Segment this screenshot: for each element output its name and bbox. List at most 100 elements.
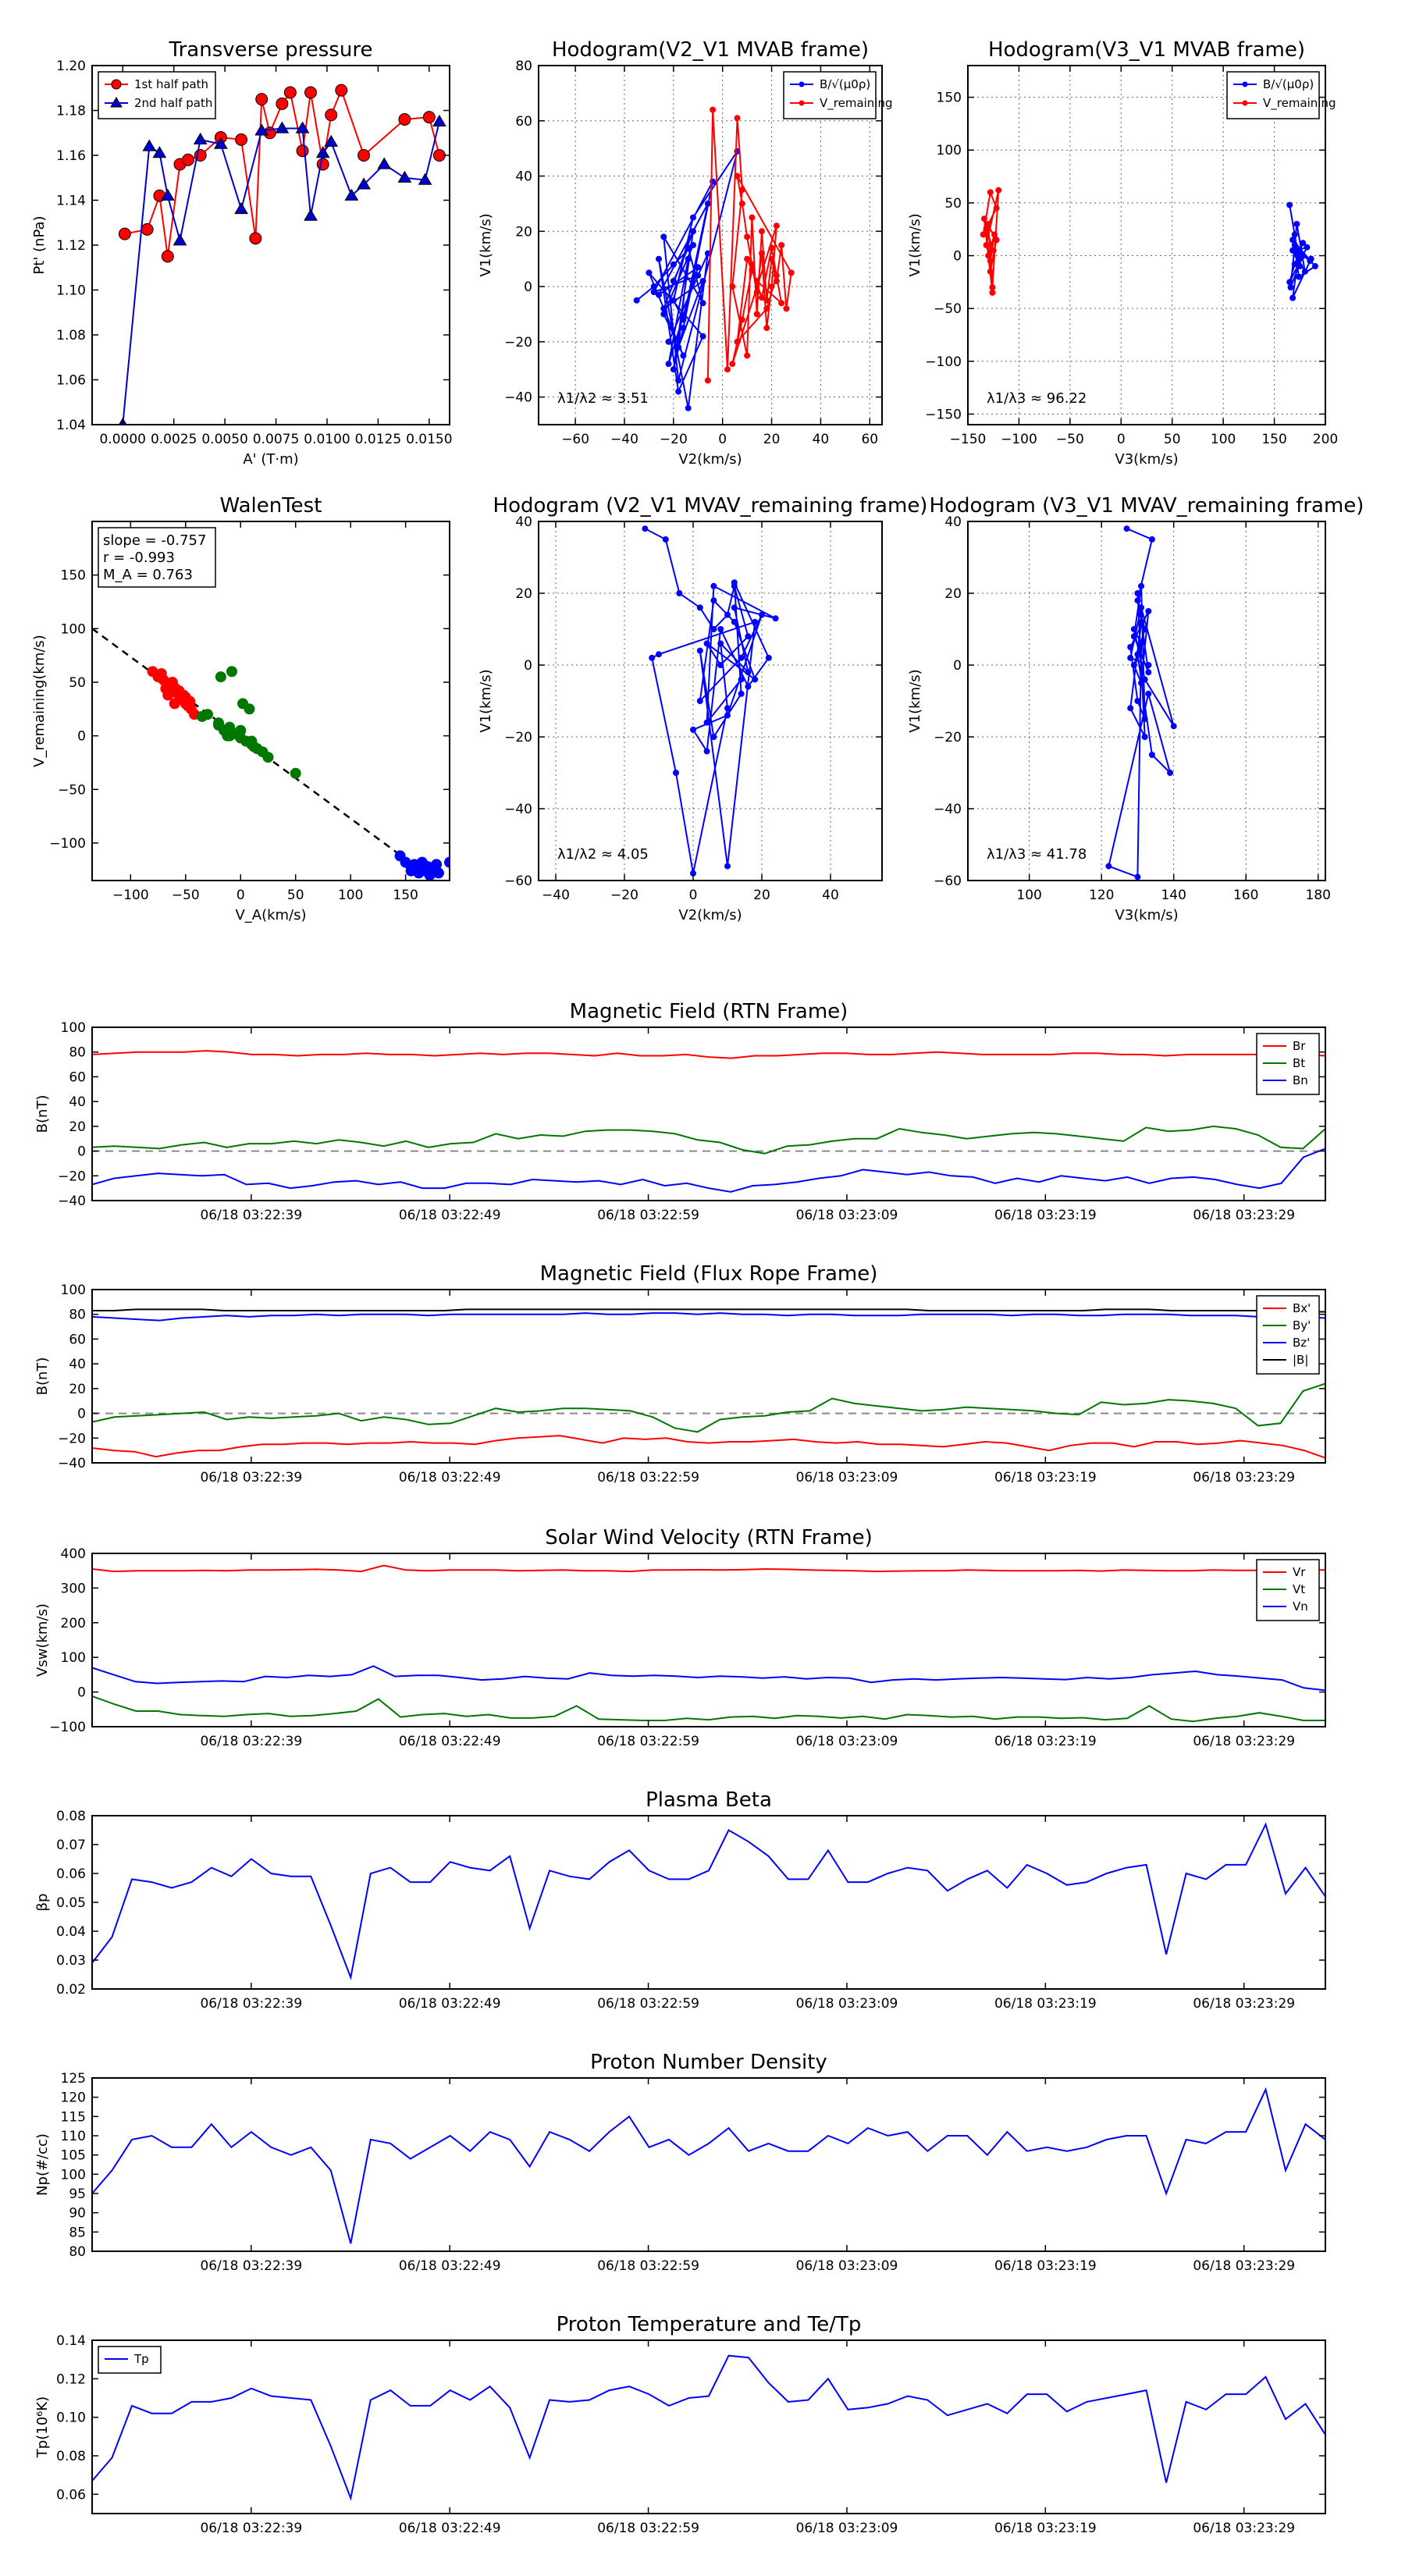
series-v [1105,525,1177,881]
y-tick-label: 40 [515,514,532,530]
data-point [768,255,775,262]
legend: Tp [98,2346,162,2374]
data-point [980,231,987,238]
data-point [235,724,247,736]
y-tick-label: 20 [69,1382,86,1397]
x-tick-label: 06/18 03:23:09 [796,1470,898,1485]
legend-label: Br [1293,1039,1306,1053]
y-tick-label: 100 [61,621,86,637]
x-tick-label: 06/18 03:22:59 [597,2521,699,2536]
data-point [987,258,994,265]
data-point [778,300,785,307]
y-tick-label: 0 [524,658,532,674]
data-point [783,305,790,312]
plot-frame [91,2339,1326,2514]
data-point [432,867,444,879]
y-tick-label: 0.07 [56,1838,86,1853]
series-line [122,121,440,425]
data-point [1291,261,1298,268]
series-bt [92,1125,1325,1155]
x-tick-label: 06/18 03:22:59 [597,1208,699,1223]
x-tick-label: 200 [1313,432,1338,447]
x-tick-label: −20 [660,432,688,447]
y-tick-label: −150 [925,407,962,422]
x-tick-label: 06/18 03:23:19 [994,1996,1097,2012]
y-tick-label: 80 [515,59,532,74]
x-tick-label: 06/18 03:22:39 [200,2521,302,2536]
data-point [173,233,187,246]
data-point [738,187,745,194]
data-point [1138,618,1145,625]
data-point [710,106,717,113]
data-point [1295,273,1302,280]
series-1st-half-path [118,84,446,263]
data-point [738,200,745,207]
legend-marker [799,81,805,87]
data-point [431,859,443,870]
x-tick-label: 40 [822,888,839,903]
eigen-ratio-annotation: λ1/λ3 ≈ 96.22 [987,390,1087,407]
y-tick-label: 0.08 [56,1809,86,1824]
y-tick-label: −40 [934,802,962,817]
x-tick-label: 100 [1016,888,1041,903]
data-point [738,316,745,323]
data-point [296,144,309,158]
data-point [422,111,436,124]
series-beta [92,1822,1325,1980]
y-tick-label: −20 [58,1169,86,1184]
chart-title: Transverse pressure [169,38,373,62]
data-point [324,134,339,147]
data-point [182,153,195,166]
x-tick-label: −100 [1001,432,1037,447]
data-point [749,214,756,221]
data-point [759,294,765,301]
y-tick-label: 100 [61,1650,86,1666]
data-point [690,228,696,235]
y-tick-label: −50 [934,301,962,317]
y-tick-label: −40 [504,802,532,817]
data-point [724,366,731,373]
data-point [690,242,696,248]
y-tick-label: −40 [58,1194,86,1209]
chart-title: Proton Number Density [590,2051,827,2074]
transverse-pressure-chart: Transverse pressure 1.04 1.06 1.08 1.10 1.12 1… [31,38,453,468]
plot-frame [91,521,450,881]
data-point [773,222,780,229]
series-v [642,525,779,877]
chart-title: Hodogram(V2_V1 MVAB frame) [552,38,869,62]
x-tick-label: 100 [338,888,363,903]
x-tick-label: 150 [393,888,418,903]
data-point [680,316,687,323]
series-2nd-half-path [118,114,446,425]
data-point [731,618,738,625]
magnetic-field-flux-rope-chart: Magnetic Field (Flux Rope Frame) −40 −20 0 2… [34,1262,1326,1485]
data-point [142,139,157,151]
y-tick-label: −20 [934,730,962,745]
legend-label: Tp [133,2352,149,2366]
x-tick-label: 0.0100 [304,432,350,447]
data-point [1127,644,1134,650]
data-point [753,278,760,284]
x-tick-label: 0.0000 [100,432,146,447]
data-point [1138,604,1145,611]
series-line [644,528,777,874]
y-axis-label: Np(#/cc) [34,2133,51,2196]
y-axis-label: Vsw(km/s) [34,1603,51,1677]
data-point [763,297,770,304]
legend-label: Vt [1293,1582,1305,1596]
x-tick-label: 06/18 03:23:29 [1193,1208,1295,1223]
x-tick-label: 60 [861,432,878,447]
data-point [357,149,371,162]
data-point [416,861,428,873]
data-point [357,177,371,190]
legend-label: Bz' [1293,1336,1310,1350]
data-point [656,291,662,298]
y-tick-label: 0.10 [56,2411,86,2426]
x-tick-label: 180 [1306,888,1331,903]
data-point [161,250,174,263]
y-tick-label: 0 [77,1685,86,1701]
data-point [717,626,724,632]
walen-test-chart: WalenTest −100 −50 0 50 100 150 −100 −50 0 50 100 15… [31,494,450,923]
plasma-beta-chart: Plasma Beta 0.02 0.03 0.04 0.05 0.06 0.07 0.08 0… [34,1788,1326,2012]
